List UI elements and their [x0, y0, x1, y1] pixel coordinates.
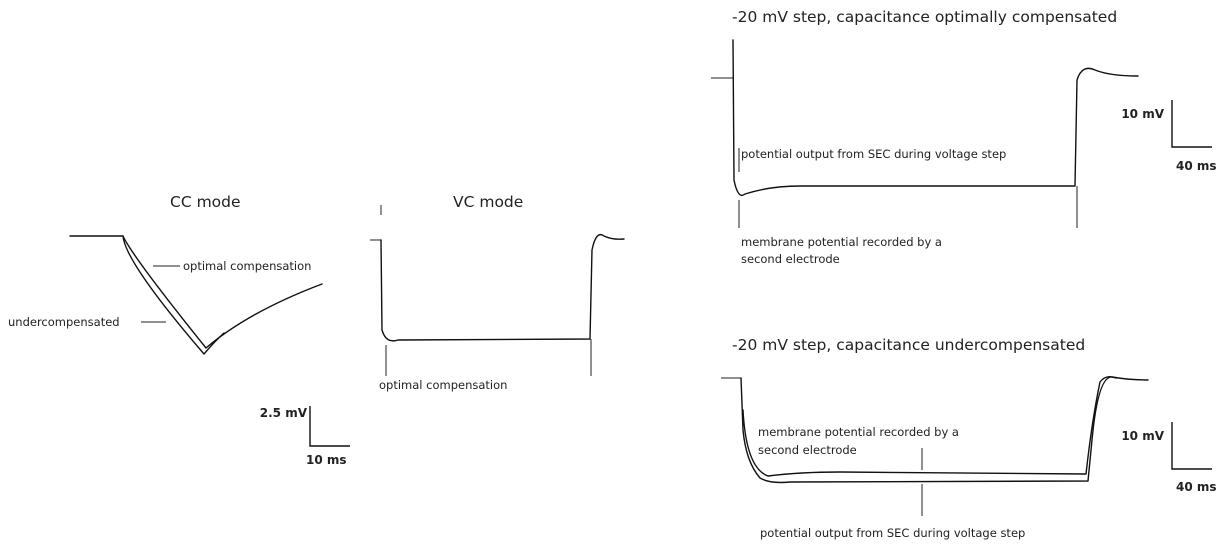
cc-trace-undercompensated	[122, 235, 225, 355]
top-trace	[732, 39, 1139, 197]
bottom-trace-sec	[740, 376, 1149, 484]
scale-left-voltage: 2.5 mV	[260, 406, 308, 420]
scale-left-time: 10 ms	[306, 453, 347, 467]
bottom-trace-membrane	[742, 375, 1117, 477]
cc-under-label: undercompensated	[8, 315, 120, 329]
top-right-title: -20 mV step, capacitance optimally compe…	[732, 8, 1117, 26]
bottom-right-title: -20 mV step, capacitance undercompensate…	[732, 336, 1085, 354]
scale-bar-left-lines	[309, 406, 350, 447]
top-scale-bar-lines	[1171, 100, 1212, 148]
bottom-scale-bar-lines	[1171, 422, 1212, 470]
vc-mode-title: VC mode	[453, 193, 523, 211]
scale-bar-left: 2.5 mV 10 ms	[260, 406, 350, 467]
vc-optimal-label: optimal compensation	[379, 378, 507, 392]
cc-optimal-label: optimal compensation	[183, 259, 311, 273]
bottom-membrane-label-line2: second electrode	[758, 443, 857, 457]
cc-trace-optimal	[69, 235, 323, 349]
top-scale-time: 40 ms	[1176, 159, 1217, 173]
top-right-panel: -20 mV step, capacitance optimally compe…	[711, 8, 1217, 266]
top-membrane-label-line2: second electrode	[741, 252, 840, 266]
vc-mode-panel: VC mode optimal compensation	[370, 193, 625, 392]
vc-trace	[380, 233, 625, 342]
cc-mode-panel: CC mode optimal compensation undercompen…	[8, 193, 323, 355]
bottom-scale-voltage: 10 mV	[1121, 429, 1164, 443]
bottom-sec-label: potential output from SEC during voltage…	[760, 526, 1025, 540]
bottom-scale-time: 40 ms	[1176, 480, 1217, 494]
top-membrane-label-line1: membrane potential recorded by a	[741, 235, 942, 249]
bottom-right-panel: -20 mV step, capacitance undercompensate…	[721, 336, 1217, 540]
top-scale-voltage: 10 mV	[1121, 107, 1164, 121]
bottom-membrane-label-line1: membrane potential recorded by a	[758, 425, 959, 439]
top-sec-label: potential output from SEC during voltage…	[741, 147, 1006, 161]
cc-mode-title: CC mode	[170, 193, 241, 211]
